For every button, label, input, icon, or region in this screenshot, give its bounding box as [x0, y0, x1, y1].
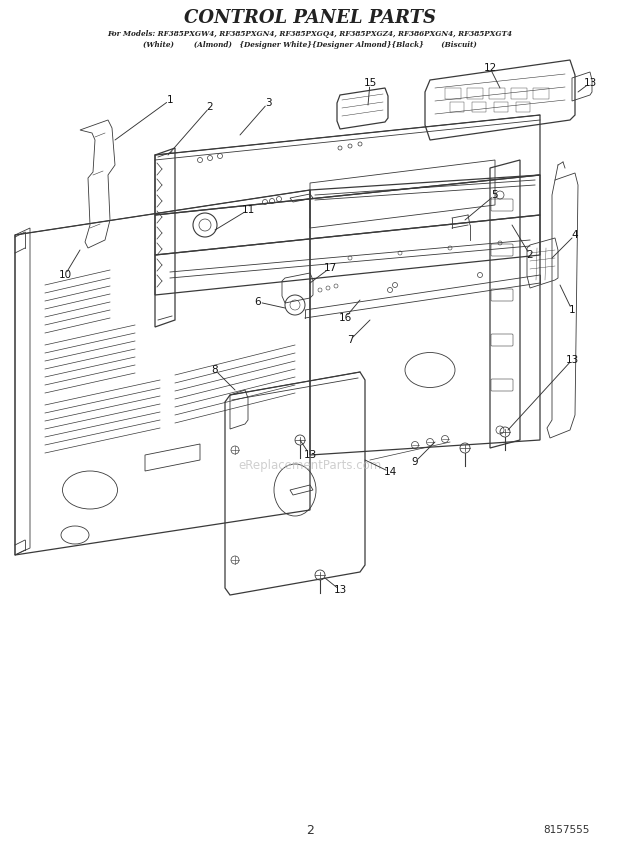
Text: 12: 12 — [484, 63, 497, 73]
Text: 8157555: 8157555 — [544, 825, 590, 835]
Text: 8: 8 — [211, 365, 218, 375]
Text: 6: 6 — [255, 297, 261, 307]
Text: 15: 15 — [363, 78, 376, 88]
Text: 5: 5 — [492, 190, 498, 200]
Text: 3: 3 — [265, 98, 272, 108]
Text: 2: 2 — [526, 250, 533, 260]
Text: 16: 16 — [339, 313, 352, 323]
Text: 1: 1 — [167, 95, 174, 105]
Text: 11: 11 — [241, 205, 255, 215]
Text: 17: 17 — [324, 263, 337, 273]
Text: 13: 13 — [565, 355, 578, 365]
Text: 7: 7 — [347, 335, 353, 345]
Text: (White)        (Almond)   {Designer White}{Designer Almond}{Black}       (Biscui: (White) (Almond) {Designer White}{Design… — [143, 41, 477, 49]
Text: 13: 13 — [303, 450, 317, 460]
Text: 2: 2 — [206, 102, 213, 112]
Text: 4: 4 — [572, 230, 578, 240]
Text: 13: 13 — [334, 585, 347, 595]
Text: 1: 1 — [569, 305, 575, 315]
Text: 14: 14 — [383, 467, 397, 477]
Text: 13: 13 — [583, 78, 596, 88]
Text: CONTROL PANEL PARTS: CONTROL PANEL PARTS — [184, 9, 436, 27]
Text: 9: 9 — [412, 457, 418, 467]
Text: 2: 2 — [306, 823, 314, 836]
Text: For Models: RF385PXGW4, RF385PXGN4, RF385PXGQ4, RF385PXGZ4, RF386PXGN4, RF385PXG: For Models: RF385PXGW4, RF385PXGN4, RF38… — [107, 30, 513, 38]
Text: 10: 10 — [58, 270, 71, 280]
Text: eReplacementParts.com: eReplacementParts.com — [238, 459, 382, 472]
